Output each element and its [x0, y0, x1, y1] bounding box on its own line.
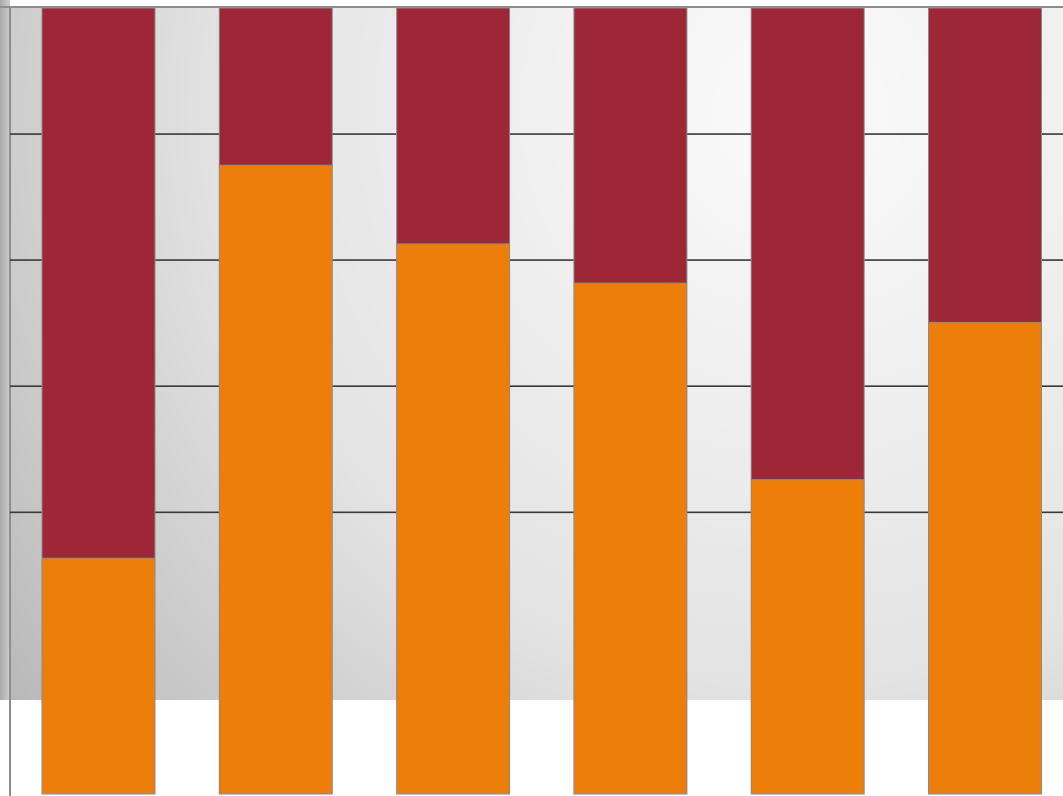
bar-segment-1-series-1 [41, 557, 156, 795]
plot-background [10, 8, 1063, 700]
bar-segment-5-series-2 [750, 7, 865, 481]
bar-segment-5-series-1 [750, 479, 865, 795]
gridlines [10, 133, 1063, 514]
plot-floor [10, 700, 1063, 796]
bar-segment-6-series-1 [928, 321, 1042, 795]
bar-segment-4-series-2 [573, 7, 688, 284]
bar-segment-2-series-2 [218, 7, 333, 166]
bar-segment-3-series-2 [396, 7, 511, 245]
plot-left-wall [0, 0, 10, 700]
bars [41, 7, 1042, 795]
bar-segment-1-series-2 [41, 7, 156, 559]
bar-segment-3-series-1 [396, 243, 511, 795]
bar-segment-6-series-2 [928, 7, 1042, 323]
bar-segment-4-series-1 [573, 282, 688, 795]
bar-segment-2-series-1 [218, 164, 333, 795]
